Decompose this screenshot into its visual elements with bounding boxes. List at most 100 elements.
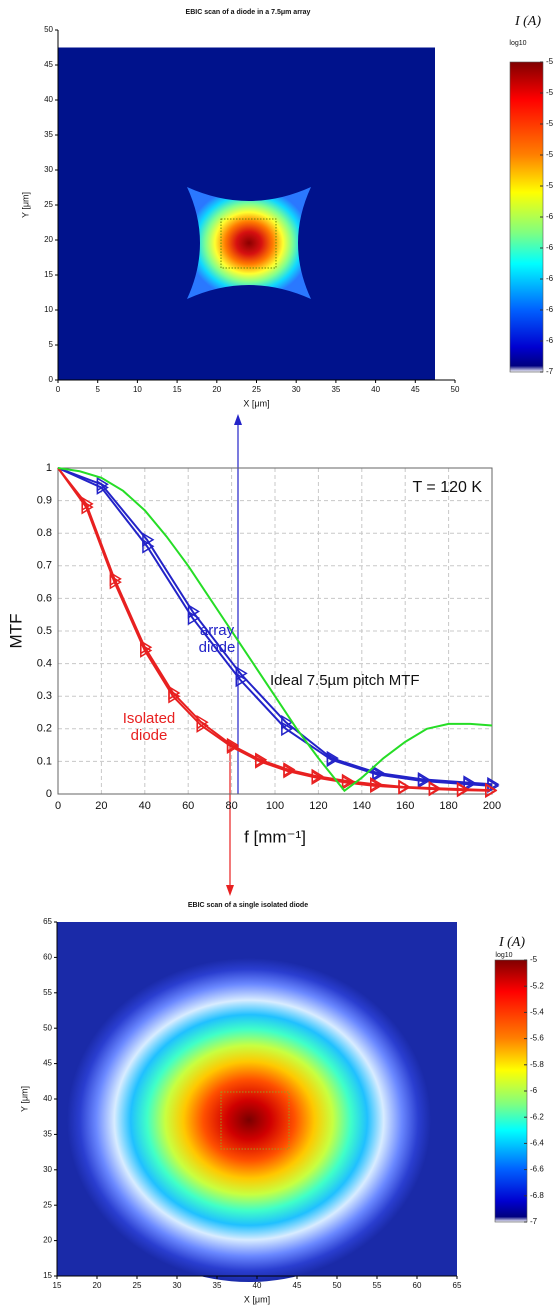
- data-marker: [463, 776, 476, 792]
- colorbar-tick-label: -6: [530, 1086, 538, 1095]
- data-marker: [456, 782, 470, 798]
- heatmap-disc: [67, 958, 431, 1282]
- colorbar-tick-label: -6.6: [530, 1165, 544, 1174]
- colorbar-tick-label: -5.8: [530, 1060, 544, 1069]
- y-tick-label: 35: [43, 1130, 52, 1139]
- annotation: T = 120 K: [412, 479, 482, 496]
- data-marker: [281, 721, 294, 737]
- colorbar-title: I (A): [514, 14, 541, 29]
- x-tick-label: 20: [93, 1281, 102, 1290]
- x-tick-label: 40: [139, 800, 151, 812]
- pixel-outline: [220, 218, 277, 269]
- y-tick-label: 55: [43, 988, 52, 997]
- y-tick-label: 40: [44, 95, 53, 104]
- y-tick-label: 30: [44, 165, 53, 174]
- colorbar: [509, 61, 544, 373]
- colorbar-tick-label: -6: [546, 274, 554, 283]
- y-tick-label: 0.3: [37, 690, 52, 702]
- data-marker: [140, 643, 153, 658]
- data-marker: [109, 574, 122, 590]
- x-tick-label: 20: [95, 800, 107, 812]
- data-marker: [485, 783, 498, 799]
- x-tick-label: 60: [182, 800, 194, 812]
- data-marker: [81, 499, 94, 515]
- y-tick-label: 50: [43, 1023, 52, 1032]
- x-tick-label: 45: [411, 385, 420, 394]
- x-tick-label: 30: [292, 385, 301, 394]
- data-marker: [187, 610, 200, 626]
- x-tick-label: 140: [353, 800, 371, 812]
- colorbar-tick-label: -6: [546, 305, 554, 314]
- x-tick-label: 15: [173, 385, 182, 394]
- x-tick-label: 5: [95, 385, 100, 394]
- y-tick-label: 45: [43, 1059, 52, 1068]
- y-tick-label: 20: [44, 235, 53, 244]
- heatmap-image: [58, 47, 435, 380]
- y-axis-label: Y [μm]: [19, 1086, 29, 1112]
- series-line: [57, 467, 493, 793]
- y-tick-label: 0.5: [37, 625, 52, 637]
- data-marker: [370, 778, 383, 794]
- series-label: array diode: [198, 622, 236, 656]
- colorbar-tick-label: -6.8: [530, 1191, 544, 1200]
- colorbar: [494, 959, 528, 1223]
- colorbar-tick-label: -5.6: [530, 1034, 544, 1043]
- colorbar-tick-label: -5: [530, 955, 538, 964]
- data-marker: [311, 770, 324, 786]
- colorbar-title: I (A): [498, 935, 525, 950]
- series-line: [57, 467, 493, 786]
- x-tick-label: 55: [373, 1281, 382, 1290]
- colorbar-tick-label: -5: [546, 119, 554, 128]
- y-tick-label: 35: [44, 130, 53, 139]
- plot-frame: [57, 467, 493, 795]
- chart-title: EBIC scan of a diode in a 7.5μm array: [186, 9, 311, 16]
- colorbar-tick-label: -5: [546, 181, 554, 190]
- y-tick-label: 20: [43, 1236, 52, 1245]
- y-tick-label: 65: [43, 917, 52, 926]
- x-tick-label: 180: [439, 800, 457, 812]
- series-label: Ideal 7.5µm pitch MTF: [270, 672, 420, 689]
- y-tick-label: 30: [43, 1165, 52, 1174]
- x-axis-label: f [mm⁻¹]: [244, 827, 306, 846]
- x-tick-label: 35: [331, 385, 340, 394]
- colorbar-tick-label: -7: [530, 1217, 538, 1226]
- colorbar-subtitle: log10: [509, 40, 526, 47]
- data-marker: [255, 754, 268, 769]
- x-tick-label: 0: [56, 385, 61, 394]
- y-tick-label: 0.4: [37, 658, 52, 670]
- y-tick-label: 0.2: [37, 723, 52, 735]
- data-marker: [341, 775, 355, 790]
- data-marker: [372, 767, 385, 782]
- colorbar-tick-label: -5: [546, 150, 554, 159]
- y-tick-label: 50: [44, 25, 53, 34]
- colorbar-tick-label: -5: [546, 88, 554, 97]
- x-tick-label: 0: [55, 800, 61, 812]
- y-tick-label: 1: [46, 462, 52, 474]
- x-tick-label: 160: [396, 800, 414, 812]
- arrow-head: [226, 885, 234, 896]
- series-line: [57, 467, 493, 787]
- colorbar-tick-label: -5.4: [530, 1008, 544, 1017]
- colorbar-tick-label: -5: [546, 57, 554, 66]
- data-marker: [168, 688, 181, 704]
- data-marker: [96, 480, 109, 495]
- y-tick-label: 25: [44, 200, 53, 209]
- data-marker: [417, 773, 431, 789]
- pixel-outline: [220, 1091, 290, 1150]
- x-tick-label: 30: [173, 1281, 182, 1290]
- data-marker: [326, 752, 339, 768]
- x-tick-label: 10: [133, 385, 142, 394]
- x-tick-label: 15: [53, 1281, 62, 1290]
- y-tick-label: 5: [49, 340, 54, 349]
- colorbar-tick-label: -6: [546, 243, 554, 252]
- series-label: Isolated diode: [122, 710, 176, 744]
- colorbar-tick-label: -7: [546, 367, 554, 376]
- colorbar-tick-label: -6: [546, 212, 554, 221]
- x-tick-label: 100: [266, 800, 284, 812]
- x-tick-label: 20: [212, 385, 221, 394]
- colorbar-tick-label: -6: [546, 336, 554, 345]
- y-axis-label: Y [μm]: [20, 192, 30, 218]
- colorbar-tick-label: -6.2: [530, 1112, 544, 1121]
- x-tick-label: 80: [225, 800, 237, 812]
